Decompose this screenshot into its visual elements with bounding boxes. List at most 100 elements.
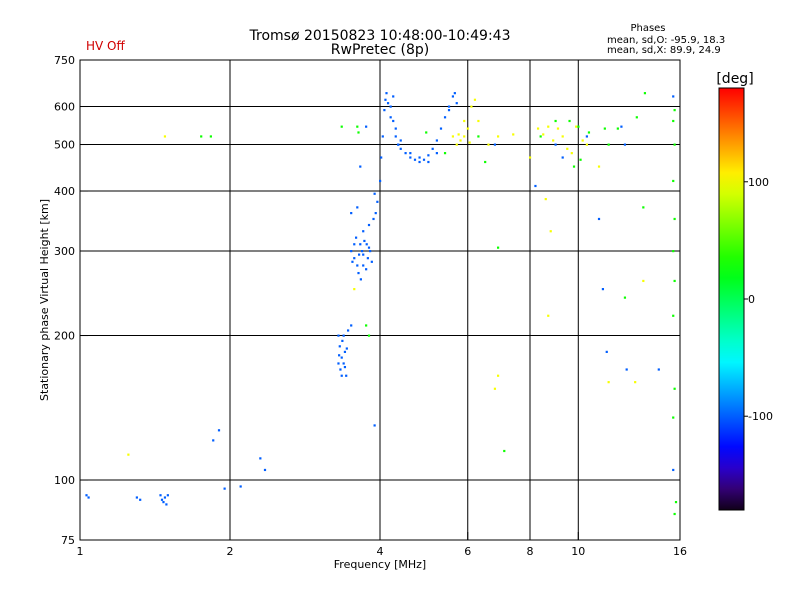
data-point (350, 250, 353, 253)
x-tick-label: 4 (377, 545, 384, 558)
data-point (379, 179, 382, 183)
data-point (217, 429, 221, 432)
data-point (587, 131, 591, 134)
data-point (389, 116, 392, 119)
data-point (366, 257, 369, 260)
y-tick-label: 500 (54, 139, 75, 152)
data-point (547, 314, 550, 317)
data-point (373, 424, 376, 427)
data-point (487, 143, 490, 146)
data-point (212, 439, 215, 442)
data-point (357, 131, 360, 134)
data-point (162, 500, 165, 504)
data-point (367, 246, 371, 249)
data-point (360, 250, 364, 253)
data-point (418, 156, 421, 159)
data-point (359, 243, 362, 246)
data-point (620, 125, 623, 128)
data-point (503, 449, 506, 453)
data-point (496, 246, 500, 249)
data-point (357, 253, 361, 256)
data-point (351, 260, 354, 263)
data-point (346, 329, 350, 332)
data-point (455, 143, 458, 146)
data-point (431, 147, 434, 150)
data-point (625, 368, 628, 371)
series-group (85, 92, 675, 506)
data-point (362, 253, 365, 256)
phases-stat-o: mean, sd,O: -95.9, 18.3 (607, 35, 725, 46)
data-point (542, 133, 545, 136)
data-point (166, 494, 169, 497)
axis-ticks: 1 2 4 6 8 10 16 75 100 200 300 400 500 600 750 (54, 54, 687, 558)
data-point (672, 250, 675, 253)
data-point (455, 102, 458, 105)
data-point (135, 496, 138, 499)
data-point (544, 198, 547, 201)
data-point (616, 127, 619, 130)
data-point (549, 230, 552, 233)
data-point (163, 496, 167, 499)
data-point (603, 127, 606, 130)
data-point (459, 139, 462, 142)
data-point (384, 98, 387, 101)
data-point (365, 243, 368, 246)
phase-colorbar: 100 0 -100 (718, 87, 773, 511)
data-point (362, 264, 365, 267)
data-point (496, 374, 500, 377)
data-point (561, 135, 564, 138)
x-tick-label: 2 (227, 545, 234, 558)
data-point (585, 143, 588, 146)
data-point (496, 135, 500, 138)
series-group (200, 92, 678, 516)
data-point (337, 362, 340, 365)
data-point (362, 230, 365, 233)
data-point (163, 135, 167, 138)
data-point (373, 192, 376, 195)
data-point (139, 498, 142, 501)
y-tick-label: 750 (54, 54, 75, 67)
data-point (353, 257, 356, 260)
data-point (672, 119, 675, 123)
colorbar-tick-label: 0 (748, 293, 755, 306)
data-point (422, 158, 426, 161)
y-tick-label: 600 (54, 101, 75, 114)
y-tick-label: 400 (54, 185, 75, 198)
data-point (340, 125, 343, 128)
data-point (443, 116, 447, 119)
colorbar-tick-label: 100 (748, 176, 769, 189)
data-point (425, 131, 428, 134)
data-point (539, 135, 542, 138)
data-point (575, 125, 578, 128)
data-point (585, 135, 588, 138)
phases-heading: Phases (630, 23, 665, 34)
data-point (399, 147, 402, 150)
data-point (597, 217, 601, 221)
data-point (365, 324, 368, 327)
data-point (363, 239, 366, 243)
data-point (372, 217, 375, 221)
data-point (239, 485, 242, 488)
y-axis-label: Stationary phase Virtual Height [km] (38, 199, 51, 401)
data-point (451, 135, 455, 138)
data-point (209, 135, 212, 138)
data-point (561, 156, 564, 159)
phases-stat-x: mean, sd,X: 89.9, 24.9 (607, 45, 721, 56)
data-point (350, 324, 353, 327)
grid-lines (80, 60, 680, 540)
data-point (399, 139, 402, 142)
data-point (357, 271, 360, 275)
data-point (223, 487, 226, 490)
data-point (160, 498, 164, 501)
colorbar-bar (718, 87, 745, 511)
data-point (463, 135, 466, 138)
data-point (484, 160, 487, 164)
hv-status-label: HV Off (86, 39, 125, 53)
data-point (579, 158, 582, 161)
data-point (601, 288, 605, 291)
data-point (365, 268, 368, 271)
data-point (353, 288, 356, 291)
data-point (337, 334, 340, 337)
data-point (340, 356, 343, 359)
